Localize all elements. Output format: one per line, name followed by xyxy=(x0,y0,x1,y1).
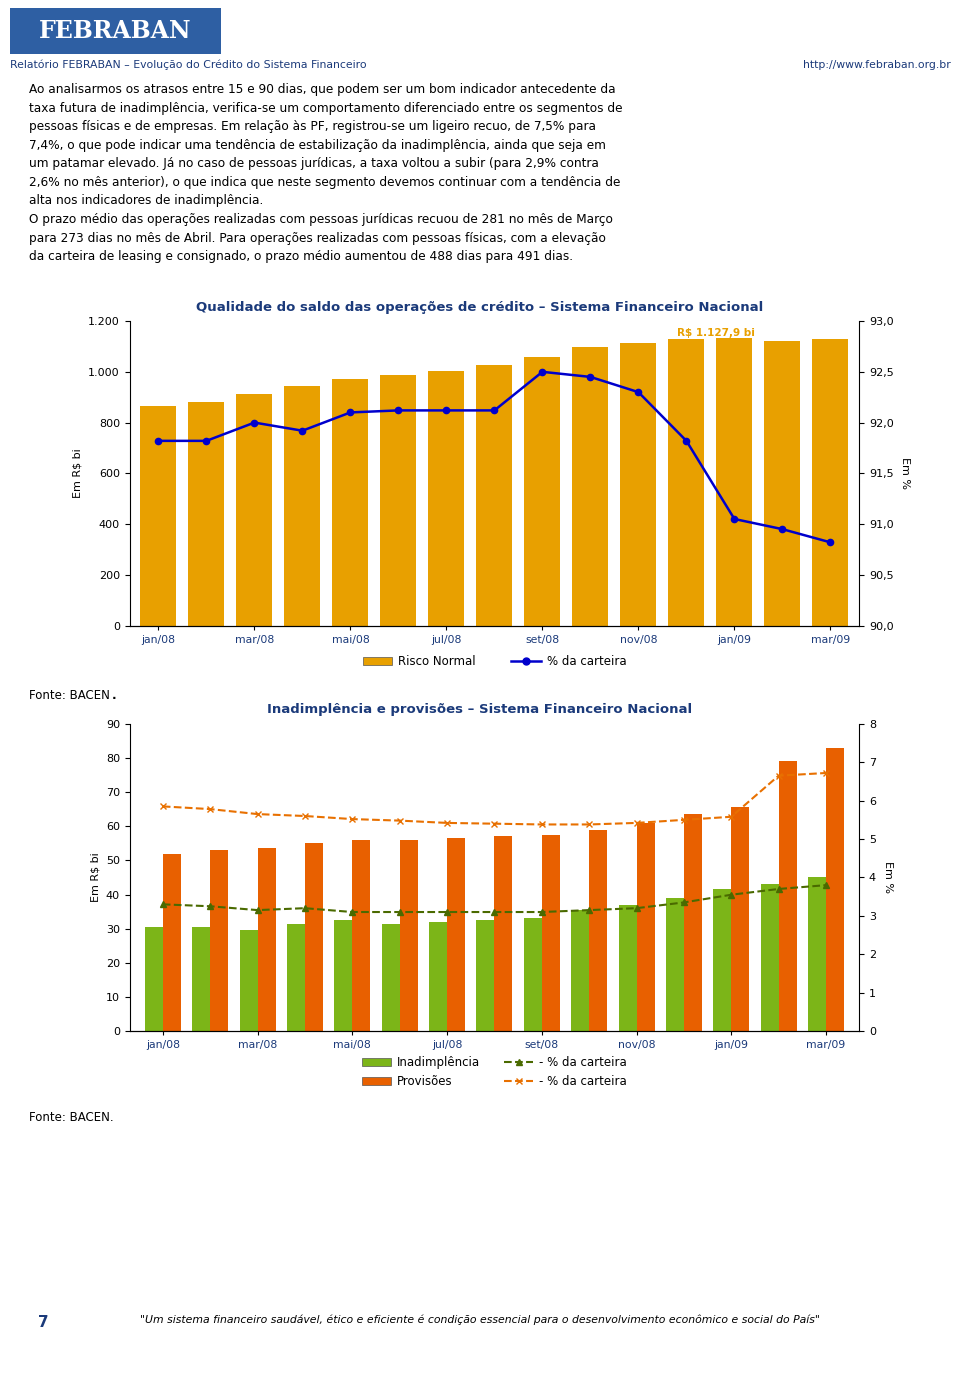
Bar xyxy=(666,898,684,1031)
Bar xyxy=(589,829,607,1031)
Legend: Inadimplência, Provisões, - % da carteira, - % da carteira: Inadimplência, Provisões, - % da carteir… xyxy=(357,1052,632,1093)
Bar xyxy=(305,843,323,1031)
Bar xyxy=(572,347,609,626)
Text: Qualidade do saldo das operações de crédito – Sistema Financeiro Nacional: Qualidade do saldo das operações de créd… xyxy=(197,302,763,314)
Bar xyxy=(236,394,273,626)
Bar xyxy=(145,927,163,1031)
Bar xyxy=(524,919,541,1031)
Bar xyxy=(620,343,657,626)
Text: .: . xyxy=(111,689,116,702)
Bar xyxy=(399,840,418,1031)
Text: Ao analisarmos os atrasos entre 15 e 90 dias, que podem ser um bom indicador ant: Ao analisarmos os atrasos entre 15 e 90 … xyxy=(29,83,622,208)
Y-axis label: Em R$ bi: Em R$ bi xyxy=(90,853,100,902)
Bar xyxy=(764,342,801,626)
Text: R$ 1.127,9 bi: R$ 1.127,9 bi xyxy=(677,328,755,338)
Text: "Um sistema financeiro saudável, ético e eficiente é condição essencial para o d: "Um sistema financeiro saudável, ético e… xyxy=(140,1315,820,1326)
Y-axis label: Em R$ bi: Em R$ bi xyxy=(73,448,83,498)
Bar xyxy=(163,854,180,1031)
Text: O prazo médio das operações realizadas com pessoas jurídicas recuou de 281 no mê: O prazo médio das operações realizadas c… xyxy=(29,213,612,263)
Bar xyxy=(571,909,589,1031)
Bar xyxy=(188,403,225,626)
Bar xyxy=(760,884,779,1031)
Bar xyxy=(618,905,636,1031)
Text: Fonte: BACEN​: Fonte: BACEN​ xyxy=(29,689,109,702)
Bar xyxy=(636,823,655,1031)
Bar xyxy=(494,836,513,1031)
Bar xyxy=(210,850,228,1031)
Bar xyxy=(476,920,494,1031)
Bar xyxy=(476,365,513,626)
Bar xyxy=(140,406,177,626)
Legend: Risco Normal, % da carteira: Risco Normal, % da carteira xyxy=(358,650,631,673)
Bar xyxy=(808,877,826,1031)
Bar xyxy=(192,927,210,1031)
Bar xyxy=(380,375,417,626)
Bar xyxy=(239,930,257,1031)
Bar xyxy=(447,839,465,1031)
Bar xyxy=(684,814,702,1031)
FancyBboxPatch shape xyxy=(10,8,221,54)
Y-axis label: Em %: Em % xyxy=(900,457,910,490)
Bar xyxy=(779,761,797,1031)
Bar xyxy=(257,848,276,1031)
Bar xyxy=(732,807,750,1031)
Bar xyxy=(541,835,560,1031)
Bar xyxy=(713,890,732,1031)
Y-axis label: Em %: Em % xyxy=(882,861,893,894)
Bar xyxy=(334,920,352,1031)
Text: FEBRABAN: FEBRABAN xyxy=(39,19,191,43)
Bar xyxy=(284,386,321,626)
Bar xyxy=(812,339,849,626)
Bar xyxy=(429,922,447,1031)
Text: Inadimplência e provisões – Sistema Financeiro Nacional: Inadimplência e provisões – Sistema Fina… xyxy=(268,703,692,716)
Bar xyxy=(287,923,305,1031)
Text: http://www.febraban.org.br: http://www.febraban.org.br xyxy=(803,60,950,71)
Bar xyxy=(524,357,561,626)
Bar xyxy=(332,379,369,626)
Bar xyxy=(668,339,705,626)
Text: Relatório FEBRABAN – Evolução do Crédito do Sistema Financeiro: Relatório FEBRABAN – Evolução do Crédito… xyxy=(10,60,366,71)
Bar xyxy=(826,747,844,1031)
Bar xyxy=(382,923,399,1031)
Bar xyxy=(428,371,465,626)
Bar xyxy=(352,840,371,1031)
Text: Fonte: BACEN.: Fonte: BACEN. xyxy=(29,1111,113,1124)
Text: 7: 7 xyxy=(38,1315,49,1330)
Bar xyxy=(716,338,753,626)
